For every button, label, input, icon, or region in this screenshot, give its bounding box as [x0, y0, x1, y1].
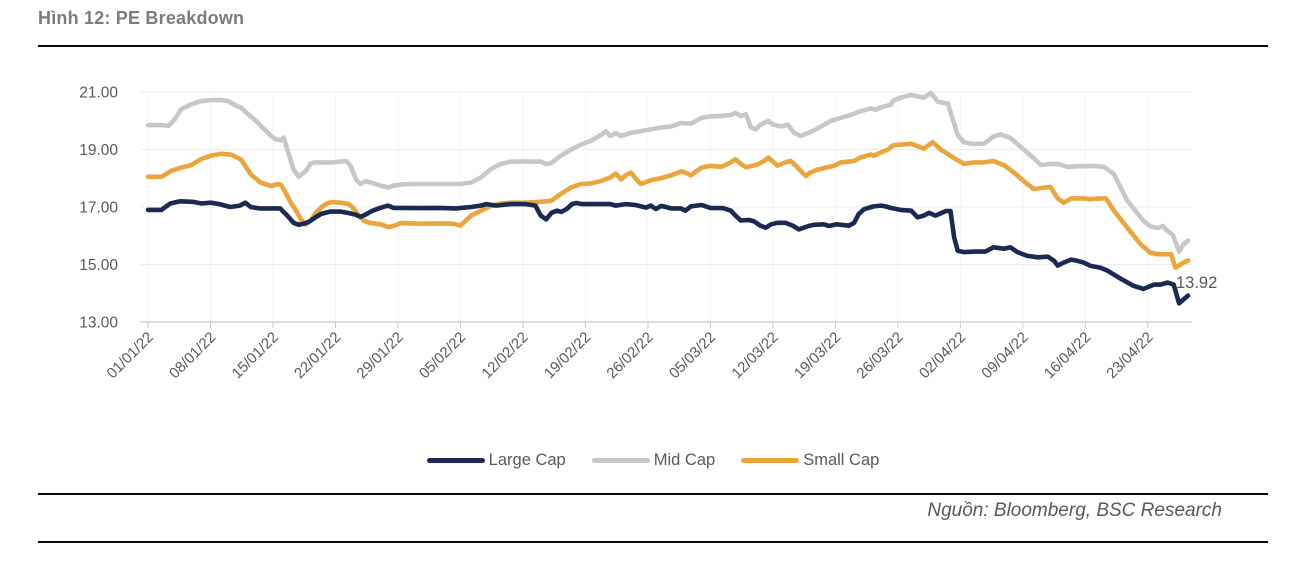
y-axis-label: 21.00 [79, 85, 118, 102]
x-axis-label: 05/02/22 [416, 329, 469, 382]
x-axis-label: 19/03/22 [791, 329, 844, 382]
x-axis-label: 26/03/22 [853, 329, 906, 382]
x-axis-label: 12/03/22 [728, 329, 781, 382]
x-axis-label: 15/01/22 [228, 329, 281, 382]
legend-item-mid-cap: Mid Cap [591, 451, 716, 470]
x-axis-label: 09/04/22 [978, 329, 1031, 382]
legend-item-large-cap: Large Cap [426, 451, 566, 470]
series-line-mid-cap [145, 90, 1191, 254]
series-line-small-cap [145, 140, 1191, 271]
legend-swatch [426, 458, 485, 463]
legend-label: Large Cap [488, 451, 566, 469]
title-underline [38, 45, 1268, 47]
x-axis-label: 26/02/22 [603, 329, 656, 382]
series-line-large-cap [145, 199, 1191, 306]
legend-swatch [591, 458, 650, 463]
last-value-label: 13.92 [1176, 274, 1217, 292]
page-title: Hình 12: PE Breakdown [38, 8, 245, 28]
x-axis-label: 02/04/22 [916, 329, 969, 382]
x-axis-label: 22/01/22 [291, 329, 344, 382]
legend-label: Small Cap [803, 451, 880, 469]
x-axis-label: 08/01/22 [166, 329, 219, 382]
y-axis-label: 17.00 [79, 200, 118, 217]
x-axis-label: 29/01/22 [353, 329, 406, 382]
y-axis-label: 13.00 [79, 315, 118, 332]
x-axis-label: 12/02/22 [478, 329, 531, 382]
x-axis-label: 16/04/22 [1041, 329, 1094, 382]
source-row: Nguồn: Bloomberg, BSC Research [38, 500, 1222, 522]
source-divider-bottom [38, 541, 1268, 543]
chart-legend: Large Cap Mid Cap Small Cap [0, 451, 1306, 470]
y-axis-label: 15.00 [79, 257, 118, 274]
x-axis-label: 05/03/22 [666, 329, 719, 382]
y-axis-label: 19.00 [79, 142, 118, 159]
x-axis-label: 23/04/22 [1103, 329, 1156, 382]
x-axis-label: 01/01/22 [104, 329, 157, 382]
source-text: Nguồn: Bloomberg, BSC Research [927, 500, 1222, 521]
source-divider-top [38, 493, 1268, 495]
legend-item-small-cap: Small Cap [741, 451, 879, 470]
x-axis-label: 19/02/22 [541, 329, 594, 382]
legend-swatch [741, 458, 800, 463]
legend-label: Mid Cap [653, 451, 716, 469]
